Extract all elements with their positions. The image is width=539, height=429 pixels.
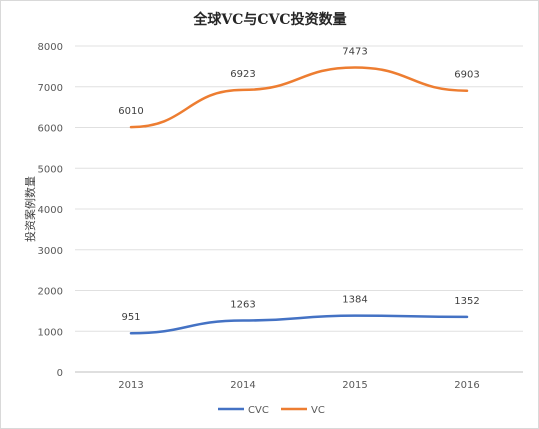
- legend: CVC VC: [218, 405, 325, 416]
- y-axis-label: 投资案例数量: [23, 176, 37, 242]
- series-lines: [129, 66, 469, 335]
- gridlines: [75, 45, 523, 373]
- series-line-vc: [129, 66, 469, 129]
- x-tick-label: 2015: [342, 380, 367, 391]
- y-tick-label: 6000: [38, 124, 63, 135]
- y-tick-label: 1000: [38, 327, 63, 338]
- y-tick-labels: 0 1000 2000 3000 4000 5000 6000 7000 8000: [38, 42, 63, 379]
- y-tick-label: 2000: [38, 287, 63, 298]
- legend-label-cvc: CVC: [248, 405, 269, 416]
- chart-title: 全球VC与CVC投资数量: [192, 11, 346, 28]
- y-tick-label: 4000: [38, 205, 63, 216]
- y-tick-label: 7000: [38, 83, 63, 94]
- data-label: 6923: [230, 69, 255, 80]
- y-tick-label: 5000: [38, 164, 63, 175]
- y-tick-label: 3000: [38, 246, 63, 257]
- y-tick-label: 0: [57, 368, 63, 379]
- y-tick-label: 8000: [38, 42, 63, 53]
- x-tick-labels: 2013 2014 2015 2016: [118, 380, 479, 391]
- x-tick-label: 2013: [118, 380, 143, 391]
- data-label: 1384: [342, 295, 367, 306]
- x-tick-label: 2014: [230, 380, 255, 391]
- data-label: 1263: [230, 300, 255, 311]
- legend-label-vc: VC: [311, 405, 325, 416]
- series-line-cvc: [129, 314, 469, 335]
- x-tick-label: 2016: [454, 380, 479, 391]
- data-label: 1352: [454, 296, 479, 307]
- data-label: 7473: [342, 46, 367, 57]
- data-label: 6903: [454, 70, 479, 81]
- data-labels: 951 1263 1384 1352 6010 6923 7473 6903: [118, 46, 479, 323]
- data-label: 6010: [118, 106, 143, 117]
- data-label: 951: [121, 312, 140, 323]
